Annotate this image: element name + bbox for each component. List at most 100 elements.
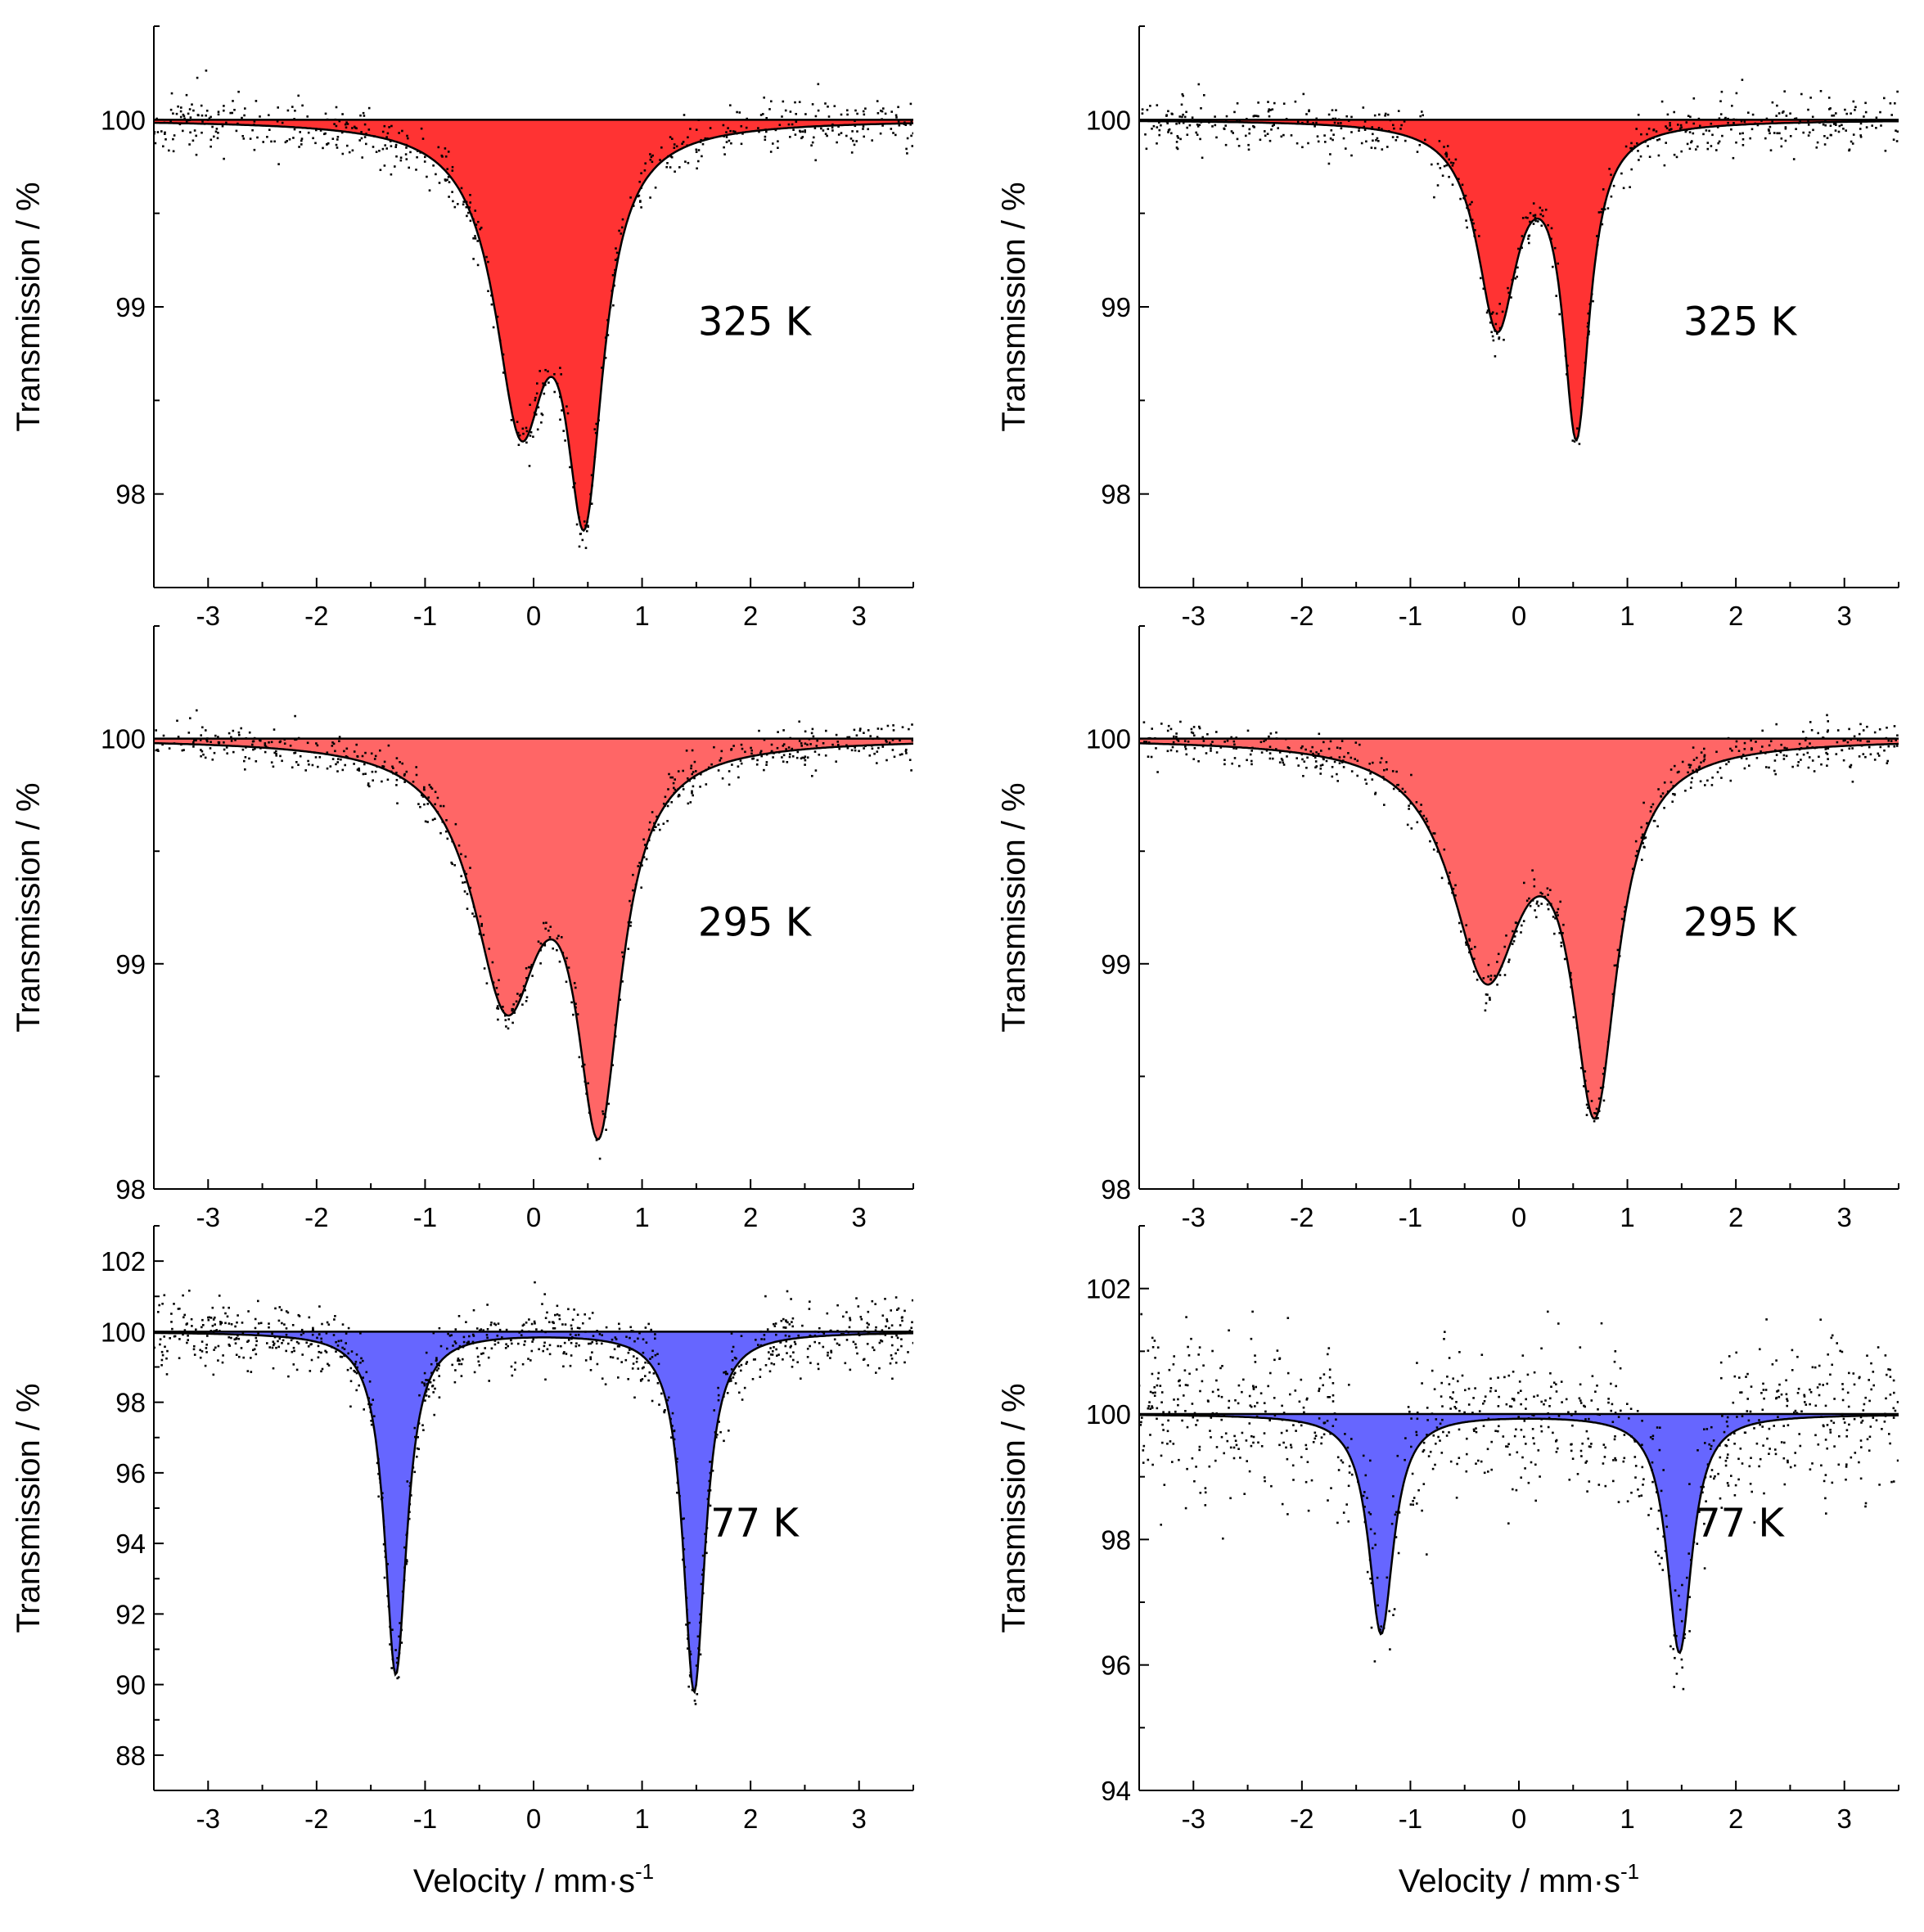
- data-point: [386, 132, 390, 135]
- data-point: [553, 390, 556, 394]
- data-point: [784, 1334, 787, 1337]
- data-point: [444, 155, 448, 158]
- data-point: [854, 124, 857, 128]
- data-point: [857, 1305, 860, 1308]
- data-point: [1437, 1435, 1440, 1439]
- data-point: [305, 1341, 308, 1344]
- y-tick-label: 99: [115, 292, 146, 322]
- data-point: [1780, 145, 1783, 148]
- data-point: [1748, 1465, 1751, 1468]
- plot-area: [154, 70, 913, 549]
- data-point: [604, 357, 607, 359]
- data-point: [1542, 214, 1544, 218]
- data-point: [546, 1311, 548, 1314]
- data-point: [1192, 1416, 1195, 1419]
- data-point: [873, 752, 876, 755]
- data-point: [1273, 1397, 1276, 1399]
- data-point: [629, 1349, 631, 1351]
- data-point: [164, 138, 167, 141]
- data-point: [381, 130, 385, 133]
- data-point: [776, 1354, 778, 1357]
- data-point: [201, 1326, 203, 1329]
- data-point: [318, 1305, 321, 1308]
- data-point: [1192, 732, 1195, 735]
- data-point: [254, 1317, 257, 1321]
- data-point: [1719, 767, 1722, 769]
- data-point: [633, 1340, 636, 1343]
- data-point: [1314, 1434, 1318, 1437]
- data-point: [399, 1622, 401, 1624]
- data-point: [224, 1312, 227, 1315]
- data-point: [1826, 730, 1829, 733]
- data-point: [432, 164, 435, 167]
- data-point: [874, 1329, 877, 1331]
- data-point: [691, 791, 693, 795]
- data-point: [444, 179, 447, 182]
- data-point: [1875, 1419, 1878, 1421]
- data-point: [1342, 137, 1345, 140]
- data-point: [877, 746, 880, 750]
- data-point: [1441, 1418, 1444, 1421]
- data-point: [1327, 162, 1331, 165]
- data-point: [1730, 1475, 1733, 1477]
- data-point: [290, 1339, 293, 1342]
- data-point: [1764, 137, 1767, 140]
- data-point: [794, 133, 797, 136]
- data-point: [905, 147, 908, 151]
- data-point: [413, 1426, 417, 1430]
- data-point: [1196, 1419, 1199, 1422]
- data-point: [765, 117, 768, 119]
- data-point: [1789, 1466, 1792, 1469]
- data-point: [1444, 153, 1447, 155]
- x-tick-label: -2: [1290, 1804, 1313, 1834]
- data-point: [1167, 129, 1170, 132]
- fit-curve: [154, 121, 913, 533]
- data-point: [1760, 750, 1762, 753]
- data-point: [1259, 138, 1262, 142]
- data-point: [678, 794, 680, 796]
- data-point: [359, 1332, 362, 1335]
- data-point: [1264, 134, 1267, 137]
- data-point: [1717, 1472, 1719, 1475]
- data-point: [1163, 1484, 1166, 1486]
- data-point: [462, 200, 465, 203]
- data-point: [1459, 197, 1462, 200]
- data-point: [863, 135, 865, 138]
- data-point: [1576, 1473, 1579, 1475]
- data-point: [833, 105, 836, 107]
- data-point: [1239, 1457, 1241, 1459]
- data-point: [758, 729, 760, 732]
- data-point: [1195, 1466, 1197, 1468]
- data-point: [1742, 132, 1744, 135]
- data-point: [1416, 1412, 1419, 1414]
- data-point: [284, 141, 287, 144]
- data-point: [424, 820, 427, 823]
- data-point: [737, 765, 740, 768]
- data-point: [1374, 146, 1377, 150]
- data-point: [1364, 778, 1367, 781]
- data-point: [406, 134, 408, 137]
- data-point: [1699, 124, 1701, 128]
- data-point: [1673, 1686, 1675, 1688]
- data-point: [1221, 1365, 1223, 1367]
- data-point: [1775, 1397, 1778, 1400]
- data-point: [1626, 1403, 1629, 1405]
- data-point: [196, 76, 199, 79]
- data-point: [534, 413, 538, 416]
- data-point: [331, 741, 334, 744]
- data-point: [1784, 127, 1787, 130]
- data-point: [312, 1329, 314, 1331]
- data-point: [1552, 1431, 1554, 1434]
- data-point: [1188, 124, 1192, 127]
- data-point: [1886, 727, 1888, 729]
- data-point: [895, 116, 898, 119]
- data-point: [390, 173, 393, 176]
- data-point: [1396, 1454, 1399, 1457]
- data-point: [1264, 738, 1267, 741]
- data-point: [910, 1326, 912, 1330]
- data-point: [1228, 1407, 1230, 1409]
- data-point: [788, 755, 791, 759]
- data-point: [1687, 115, 1690, 117]
- data-point: [341, 113, 344, 115]
- data-point: [1848, 148, 1851, 151]
